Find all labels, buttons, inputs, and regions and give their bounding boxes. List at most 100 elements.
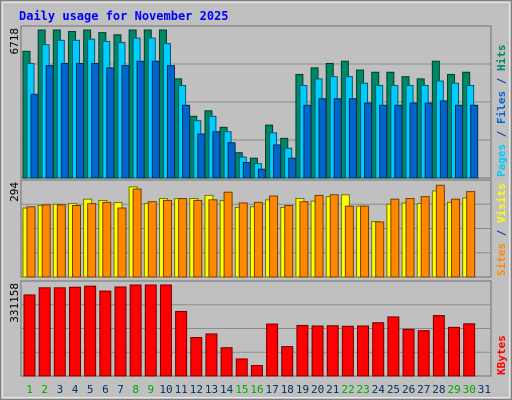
bar-pages-day-7 <box>121 65 130 179</box>
bar-sites-day-15 <box>238 202 248 278</box>
bar-sites-day-3 <box>56 204 66 278</box>
legend-entry: Files <box>495 91 508 124</box>
x-tick-label-day-12: 12 <box>190 383 203 396</box>
bar-kbytes-day-22 <box>341 325 354 377</box>
legend-entry: Hits <box>495 45 508 72</box>
x-tick-label-day-19: 19 <box>296 383 309 396</box>
x-tick-label-day-13: 13 <box>205 383 218 396</box>
bar-kbytes-day-24 <box>372 322 385 377</box>
bar-sites-day-26 <box>405 198 415 278</box>
bar-sites-day-23 <box>360 205 370 278</box>
bar-pages-day-18 <box>288 157 297 179</box>
x-tick-label-day-30: 30 <box>463 383 476 396</box>
bar-sites-day-18 <box>284 205 294 278</box>
legend-entry: / <box>495 71 508 91</box>
bar-pages-day-9 <box>151 60 160 179</box>
bar-pages-day-3 <box>60 62 69 179</box>
bar-kbytes-day-19 <box>296 324 309 377</box>
bar-pages-day-29 <box>455 104 464 179</box>
bar-sites-day-20 <box>314 194 324 278</box>
bar-sites-day-2 <box>41 204 51 278</box>
bar-kbytes-day-15 <box>235 358 248 377</box>
bar-kbytes-day-2 <box>38 287 51 377</box>
bar-kbytes-day-16 <box>250 365 263 377</box>
bar-kbytes-day-8 <box>129 284 142 377</box>
x-tick-label-day-27: 27 <box>417 383 430 396</box>
bar-sites-day-25 <box>390 198 400 278</box>
bar-pages-day-4 <box>75 62 84 179</box>
legend-entry: Visits <box>495 183 508 223</box>
bar-kbytes-day-23 <box>357 325 370 377</box>
bar-sites-day-19 <box>299 201 309 278</box>
bar-sites-day-4 <box>71 205 81 278</box>
legend-visits: Sites / Visits <box>495 183 508 276</box>
legend-kbytes: KBytes <box>495 335 508 375</box>
x-tick-label-day-26: 26 <box>402 383 415 396</box>
x-tick-label-day-10: 10 <box>159 383 172 396</box>
bar-pages-day-25 <box>394 104 403 179</box>
bar-kbytes-day-7 <box>114 286 127 377</box>
x-tick-label-day-25: 25 <box>387 383 400 396</box>
bar-pages-day-1 <box>30 93 39 179</box>
bar-sites-day-10 <box>162 199 172 278</box>
x-tick-label-day-17: 17 <box>266 383 279 396</box>
bar-kbytes-day-1 <box>23 294 36 377</box>
bar-kbytes-day-10 <box>159 284 172 377</box>
bar-pages-day-21 <box>333 98 342 179</box>
bar-pages-day-11 <box>182 104 191 179</box>
legend-entry: / <box>495 223 508 243</box>
bar-pages-day-15 <box>242 162 251 179</box>
bar-pages-day-19 <box>303 104 312 179</box>
bar-sites-day-27 <box>420 196 430 278</box>
bar-sites-day-17 <box>269 195 279 278</box>
bar-sites-day-30 <box>466 191 476 278</box>
x-tick-label-day-11: 11 <box>175 383 188 396</box>
x-tick-label-day-22: 22 <box>341 383 354 396</box>
bar-kbytes-day-14 <box>220 347 233 377</box>
bar-sites-day-6 <box>102 201 112 278</box>
x-tick-label-day-14: 14 <box>220 383 234 396</box>
chart-title: Daily usage for November 2025 <box>19 9 229 23</box>
bar-kbytes-day-20 <box>311 325 324 377</box>
bar-kbytes-day-9 <box>144 284 157 377</box>
x-tick-label-day-3: 3 <box>57 383 64 396</box>
x-tick-label-day-16: 16 <box>250 383 263 396</box>
legend-entry: / <box>495 124 508 144</box>
bar-kbytes-day-30 <box>463 323 476 377</box>
bar-pages-day-28 <box>439 100 448 179</box>
x-tick-label-day-18: 18 <box>281 383 294 396</box>
x-tick-label-day-31: 31 <box>478 383 491 396</box>
x-tick-label-day-8: 8 <box>132 383 139 396</box>
bar-pages-day-26 <box>409 102 418 179</box>
x-tick-label-day-15: 15 <box>235 383 248 396</box>
bar-pages-day-16 <box>257 168 266 179</box>
bar-pages-day-5 <box>91 62 100 179</box>
x-tick-label-day-29: 29 <box>447 383 460 396</box>
bar-sites-day-9 <box>147 201 157 278</box>
x-tick-label-day-28: 28 <box>432 383 445 396</box>
bar-pages-day-14 <box>227 142 236 179</box>
bar-kbytes-day-27 <box>417 330 430 377</box>
ymax-label-visits: 294 <box>8 182 21 202</box>
bar-sites-day-7 <box>117 207 127 278</box>
x-tick-label-day-4: 4 <box>72 383 79 396</box>
bar-pages-day-22 <box>348 98 357 179</box>
x-tick-label-day-23: 23 <box>357 383 370 396</box>
bar-pages-day-13 <box>212 131 221 179</box>
legend-hits: Pages / Files / Hits <box>495 45 508 178</box>
bar-kbytes-day-18 <box>281 346 294 377</box>
bar-kbytes-day-5 <box>84 285 97 377</box>
ymax-label-hits: 6718 <box>8 28 21 55</box>
bar-pages-day-10 <box>166 65 175 179</box>
bar-kbytes-day-21 <box>326 325 339 377</box>
bar-pages-day-12 <box>197 133 206 179</box>
bar-sites-day-8 <box>132 188 142 278</box>
x-tick-label-day-9: 9 <box>148 383 155 396</box>
bar-pages-day-17 <box>273 144 282 179</box>
x-tick-label-day-5: 5 <box>87 383 94 396</box>
x-tick-label-day-24: 24 <box>372 383 386 396</box>
bar-kbytes-day-4 <box>68 286 81 377</box>
x-tick-label-day-1: 1 <box>26 383 33 396</box>
